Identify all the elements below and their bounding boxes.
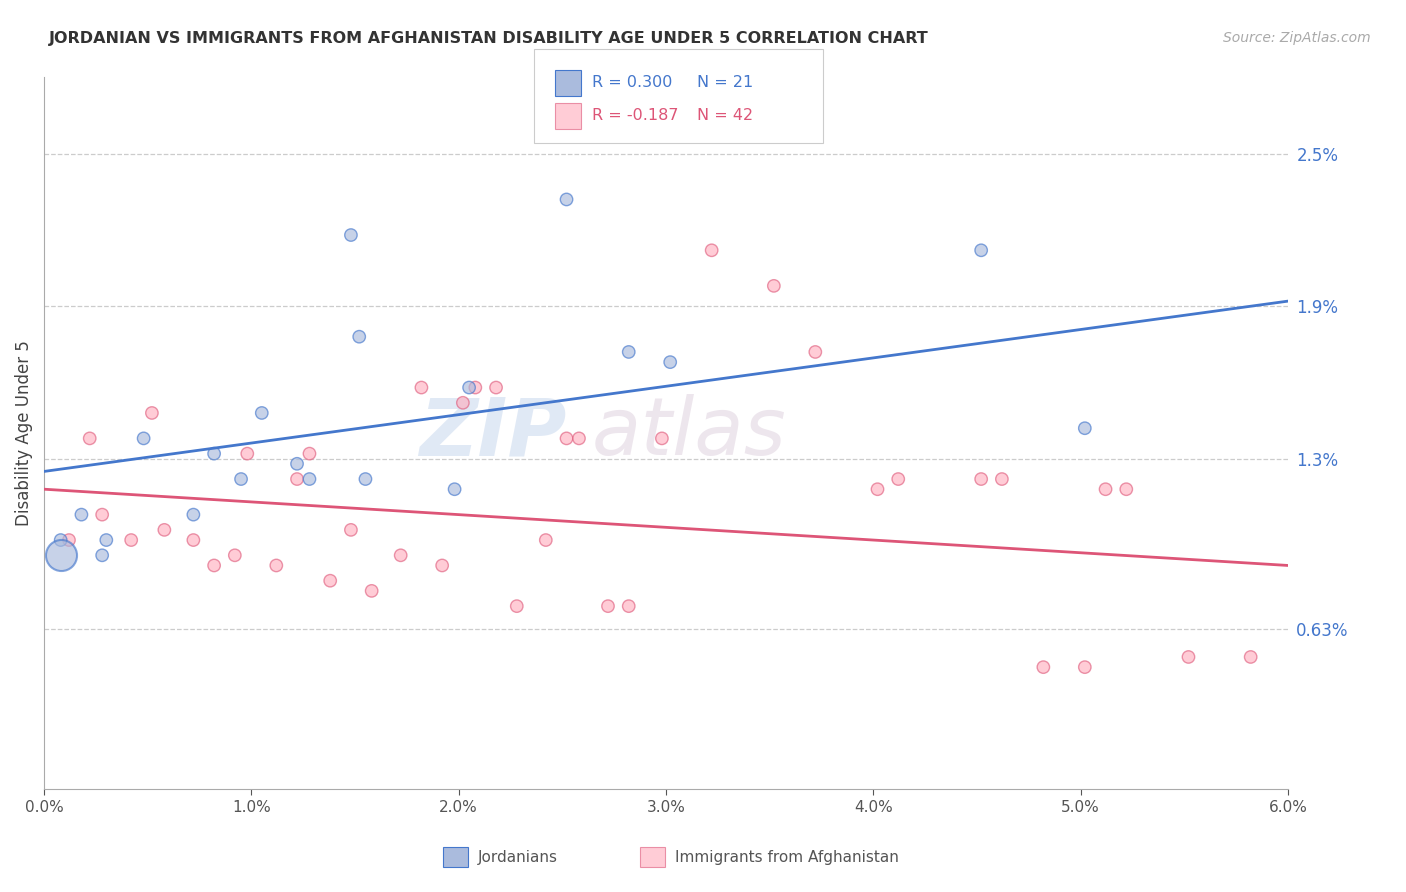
Text: N = 21: N = 21 (697, 76, 754, 90)
Point (1177, 650, 1199, 665)
Point (506, 599, 529, 614)
Point (285, 472, 308, 486)
Point (202, 447, 225, 461)
Point (866, 482, 889, 496)
Point (120, 533, 142, 547)
Point (762, 278, 785, 293)
Point (49, 533, 72, 547)
Point (183, 533, 205, 547)
Point (617, 345, 640, 359)
Point (700, 244, 723, 258)
Text: R = -0.187: R = -0.187 (592, 109, 679, 123)
Point (236, 447, 259, 461)
Point (555, 431, 578, 445)
Point (340, 227, 363, 242)
Text: N = 42: N = 42 (697, 109, 754, 123)
Point (970, 472, 993, 486)
Point (596, 599, 619, 614)
Point (887, 472, 910, 486)
Point (354, 472, 377, 486)
Text: atlas: atlas (592, 394, 786, 472)
Point (389, 549, 412, 563)
Point (430, 558, 453, 573)
Point (568, 431, 591, 445)
Point (534, 533, 557, 547)
Point (153, 523, 176, 537)
Point (1240, 650, 1263, 665)
Point (451, 396, 474, 410)
Text: JORDANIAN VS IMMIGRANTS FROM AFGHANISTAN DISABILITY AGE UNDER 5 CORRELATION CHAR: JORDANIAN VS IMMIGRANTS FROM AFGHANISTAN… (49, 31, 929, 46)
Point (202, 558, 225, 573)
Point (804, 345, 827, 359)
Point (617, 599, 640, 614)
Point (1032, 660, 1054, 674)
Point (991, 472, 1014, 486)
Point (1094, 482, 1116, 496)
Point (485, 380, 508, 394)
Point (319, 574, 342, 588)
Point (229, 472, 252, 486)
Point (141, 406, 163, 420)
Point (1074, 421, 1097, 435)
Point (250, 406, 273, 420)
Point (1115, 482, 1137, 496)
Y-axis label: Disability Age Under 5: Disability Age Under 5 (15, 341, 32, 526)
Point (58, 533, 80, 547)
Point (464, 380, 486, 394)
Text: R = 0.300: R = 0.300 (592, 76, 672, 90)
Text: Jordanians: Jordanians (478, 850, 558, 864)
Point (651, 431, 673, 445)
Point (183, 508, 205, 522)
Point (411, 380, 433, 394)
Point (360, 583, 382, 598)
Point (970, 244, 993, 258)
Point (1074, 660, 1097, 674)
Point (49, 549, 72, 563)
Point (224, 549, 246, 563)
Point (298, 447, 321, 461)
Point (96, 533, 118, 547)
Point (555, 193, 578, 207)
Text: Immigrants from Afghanistan: Immigrants from Afghanistan (675, 850, 898, 864)
Point (132, 431, 155, 445)
Point (659, 355, 682, 369)
Text: ZIP: ZIP (419, 394, 567, 472)
Point (266, 558, 288, 573)
Point (347, 329, 370, 343)
Point (443, 482, 465, 496)
Point (340, 523, 363, 537)
Point (91, 549, 114, 563)
Point (79, 431, 101, 445)
Point (298, 472, 321, 486)
Point (70, 508, 93, 522)
Point (91, 508, 114, 522)
Point (285, 457, 308, 471)
Text: Source: ZipAtlas.com: Source: ZipAtlas.com (1223, 31, 1371, 45)
Point (458, 380, 481, 394)
